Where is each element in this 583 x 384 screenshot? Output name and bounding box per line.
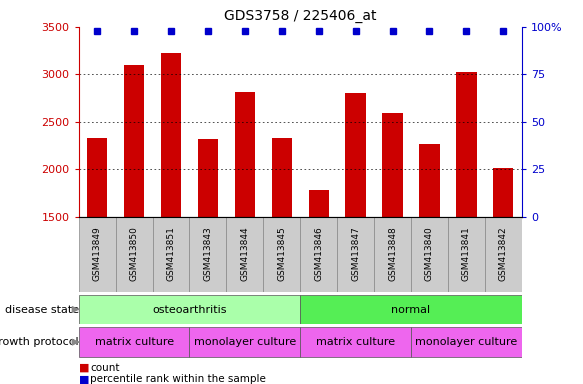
Bar [493,169,514,217]
Text: growth protocol: growth protocol [0,337,79,347]
Bar [124,65,144,217]
FancyBboxPatch shape [300,327,411,357]
Text: percentile rank within the sample: percentile rank within the sample [90,374,266,384]
Bar [198,139,218,217]
Bar [308,190,329,217]
FancyBboxPatch shape [226,217,264,292]
FancyBboxPatch shape [485,217,522,292]
Text: GSM413850: GSM413850 [129,226,139,281]
FancyBboxPatch shape [300,217,337,292]
Text: count: count [90,363,120,373]
Text: GSM413844: GSM413844 [240,226,250,281]
Text: GSM413845: GSM413845 [278,226,286,281]
Text: monolayer culture: monolayer culture [415,337,518,347]
Text: GSM413846: GSM413846 [314,226,323,281]
Text: GSM413849: GSM413849 [93,226,101,281]
Text: GSM413840: GSM413840 [425,226,434,281]
Bar [382,113,403,217]
FancyBboxPatch shape [448,217,485,292]
Bar [272,138,292,217]
FancyBboxPatch shape [300,295,522,324]
Text: disease state: disease state [5,305,79,314]
FancyBboxPatch shape [411,327,522,357]
Text: GSM413843: GSM413843 [203,226,212,281]
Text: matrix culture: matrix culture [94,337,174,347]
Text: GSM413841: GSM413841 [462,226,471,281]
FancyBboxPatch shape [153,217,189,292]
Text: normal: normal [391,305,431,314]
FancyBboxPatch shape [189,327,300,357]
Text: monolayer culture: monolayer culture [194,337,296,347]
Text: GSM413842: GSM413842 [499,226,508,281]
Text: ■: ■ [79,363,89,373]
Text: osteoarthritis: osteoarthritis [152,305,227,314]
FancyBboxPatch shape [264,217,300,292]
Title: GDS3758 / 225406_at: GDS3758 / 225406_at [224,9,377,23]
FancyBboxPatch shape [79,217,115,292]
FancyBboxPatch shape [411,217,448,292]
FancyBboxPatch shape [374,217,411,292]
Bar [235,93,255,217]
FancyBboxPatch shape [189,217,226,292]
Text: matrix culture: matrix culture [316,337,395,347]
FancyBboxPatch shape [337,217,374,292]
Text: GSM413851: GSM413851 [167,226,175,281]
Bar [456,73,476,217]
FancyBboxPatch shape [79,327,189,357]
Bar [346,93,366,217]
Bar [87,138,107,217]
FancyBboxPatch shape [79,295,300,324]
Text: ■: ■ [79,374,89,384]
Bar [161,53,181,217]
Bar [419,144,440,217]
Text: GSM413847: GSM413847 [351,226,360,281]
Text: GSM413848: GSM413848 [388,226,397,281]
FancyBboxPatch shape [115,217,153,292]
